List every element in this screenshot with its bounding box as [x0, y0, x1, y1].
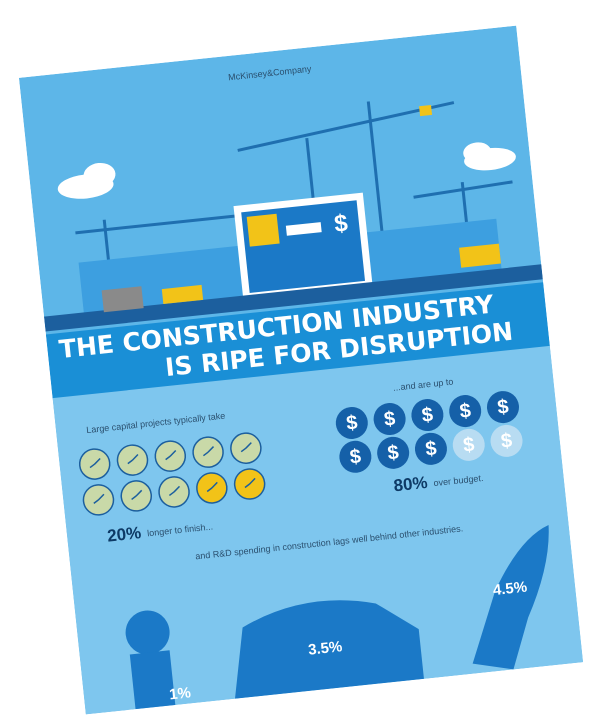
crane-cab — [419, 105, 432, 116]
blocks — [102, 286, 144, 312]
dollar-sign: $ — [424, 438, 437, 461]
dollar-sign: $ — [421, 404, 434, 427]
rnd-value: 1% — [168, 684, 191, 703]
dollar-sign: $ — [345, 412, 358, 435]
dollar-sign: $ — [387, 442, 400, 465]
screen-tile — [247, 214, 280, 247]
dollar-sign: $ — [383, 408, 396, 431]
poster: $ McKinsey&Company THE CONSTRUCTION INDU… — [19, 26, 584, 720]
budget-value: 80% — [393, 473, 429, 495]
dollar-sign: $ — [500, 430, 513, 453]
mixer-truck — [459, 244, 501, 268]
dollar-sign: $ — [349, 446, 362, 469]
infographic: $ McKinsey&Company THE CONSTRUCTION INDU… — [0, 0, 602, 725]
dollar-sign: $ — [462, 434, 475, 457]
rnd-value: 3.5% — [307, 638, 343, 658]
schedule-value: 20% — [106, 523, 142, 545]
page: {"header": {"brand": "McKinsey&Company"}… — [0, 0, 602, 725]
dollar-sign: $ — [496, 396, 509, 419]
dollar-sign: $ — [459, 400, 472, 423]
rnd-value: 4.5% — [492, 579, 528, 599]
